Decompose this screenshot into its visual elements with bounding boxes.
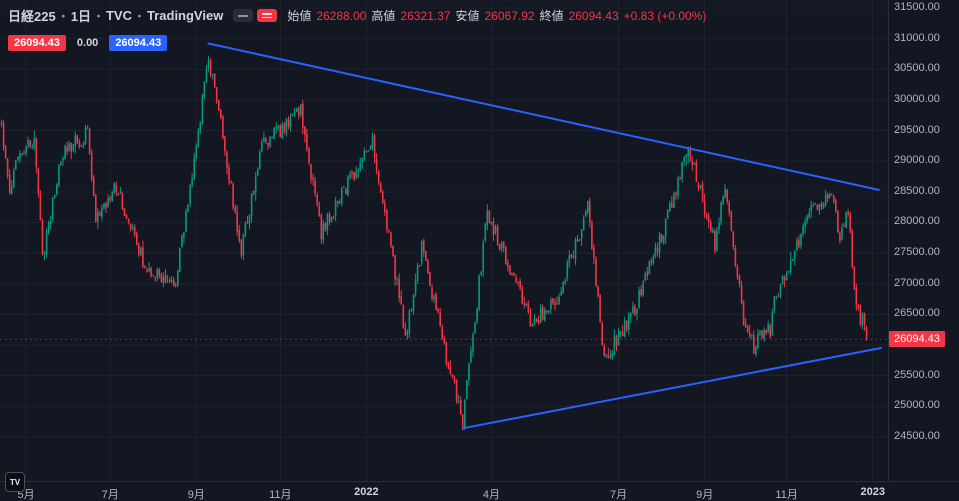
candles-down: [2, 58, 868, 431]
open-label: 始値: [287, 9, 312, 23]
low-value: 26067.92: [484, 8, 535, 23]
ohlc-legend: 始値 26288.00 高値 26321.37 安値 26067.92 終値 2…: [287, 7, 706, 24]
spread-label: 0.00: [76, 37, 99, 49]
chart-legend: 日経225 ・ 1日 ・ TVC ・ TradingView 始値 26288.…: [8, 6, 706, 25]
open-value: 26288.00: [316, 8, 367, 23]
time-axis-label: 9月: [696, 489, 714, 501]
high-value: 26321.37: [400, 8, 451, 23]
close-value: 26094.43: [568, 8, 619, 23]
title-separator: ・: [132, 9, 146, 24]
change-value: +0.83 (+0.00%): [623, 8, 707, 23]
candles-up: [0, 55, 864, 430]
time-axis-label: 11月: [269, 489, 292, 501]
dash-icon: [238, 14, 249, 17]
price-axis[interactable]: 31500.00 31000.00 30500.00 30000.00 29500.00…: [888, 0, 959, 481]
sell-button[interactable]: 26094.43: [8, 35, 66, 51]
time-axis-label: 2022: [354, 486, 379, 498]
candlestick-chart[interactable]: [0, 0, 888, 481]
price-axis-label: 28000.00: [894, 215, 940, 228]
hidden-indicator-chip[interactable]: [257, 9, 278, 22]
stripe-icon: [262, 13, 273, 15]
trendline-ascending-support[interactable]: [461, 347, 882, 430]
time-axis-label: 5月: [17, 489, 35, 501]
exchange-label: TVC: [105, 8, 132, 23]
time-axis[interactable]: 5月 7月 9月 11月 2022 4月 7月 9月 11月 2023: [0, 481, 959, 501]
time-axis-label: 9月: [187, 489, 205, 501]
tradingview-brand-link[interactable]: TradingView: [146, 8, 224, 23]
tradingview-logo[interactable]: TV: [5, 472, 25, 492]
grid-layer: [0, 0, 888, 481]
collapse-legend-chip[interactable]: [233, 9, 254, 22]
price-axis-label: 27500.00: [894, 246, 940, 259]
price-axis-label: 31500.00: [894, 0, 940, 13]
title-separator: ・: [56, 9, 70, 24]
chart-pane[interactable]: [0, 0, 888, 481]
buy-button[interactable]: 26094.43: [109, 35, 168, 51]
time-axis-label: 7月: [609, 489, 628, 501]
high-label: 高値: [371, 9, 396, 23]
time-axis-label: 11月: [775, 489, 798, 501]
price-axis-label: 25500.00: [894, 368, 940, 381]
time-axis-label: 4月: [482, 489, 500, 501]
price-axis-label: 24500.00: [894, 429, 940, 442]
interval-button[interactable]: 1日: [70, 9, 91, 24]
trendline-descending-resistance[interactable]: [207, 42, 880, 191]
price-axis-label: 30500.00: [894, 62, 940, 75]
time-axis-label: 7月: [101, 489, 119, 501]
price-axis-label: 28500.00: [894, 184, 940, 197]
price-axis-label: 27000.00: [894, 276, 940, 289]
price-axis-label: 30000.00: [894, 92, 940, 105]
symbol-button[interactable]: 日経225: [8, 9, 56, 24]
current-price-label: 26094.43: [889, 331, 945, 348]
low-label: 安値: [455, 9, 480, 23]
legend-chips: [233, 9, 278, 22]
symbol-title: 日経225 ・ 1日 ・ TVC ・ TradingView: [8, 6, 223, 25]
instant-trading-panel: 26094.43 0.00 26094.43: [8, 35, 168, 51]
price-axis-label: 29500.00: [894, 123, 940, 136]
title-separator: ・: [91, 9, 105, 24]
price-axis-label: 29000.00: [894, 154, 940, 167]
price-axis-label: 31000.00: [894, 31, 940, 44]
price-axis-label: 26500.00: [894, 307, 940, 320]
price-axis-label: 25000.00: [894, 399, 940, 412]
close-label: 終値: [539, 9, 564, 23]
stripe-icon: [262, 16, 273, 18]
time-axis-label: 2023: [860, 486, 885, 498]
